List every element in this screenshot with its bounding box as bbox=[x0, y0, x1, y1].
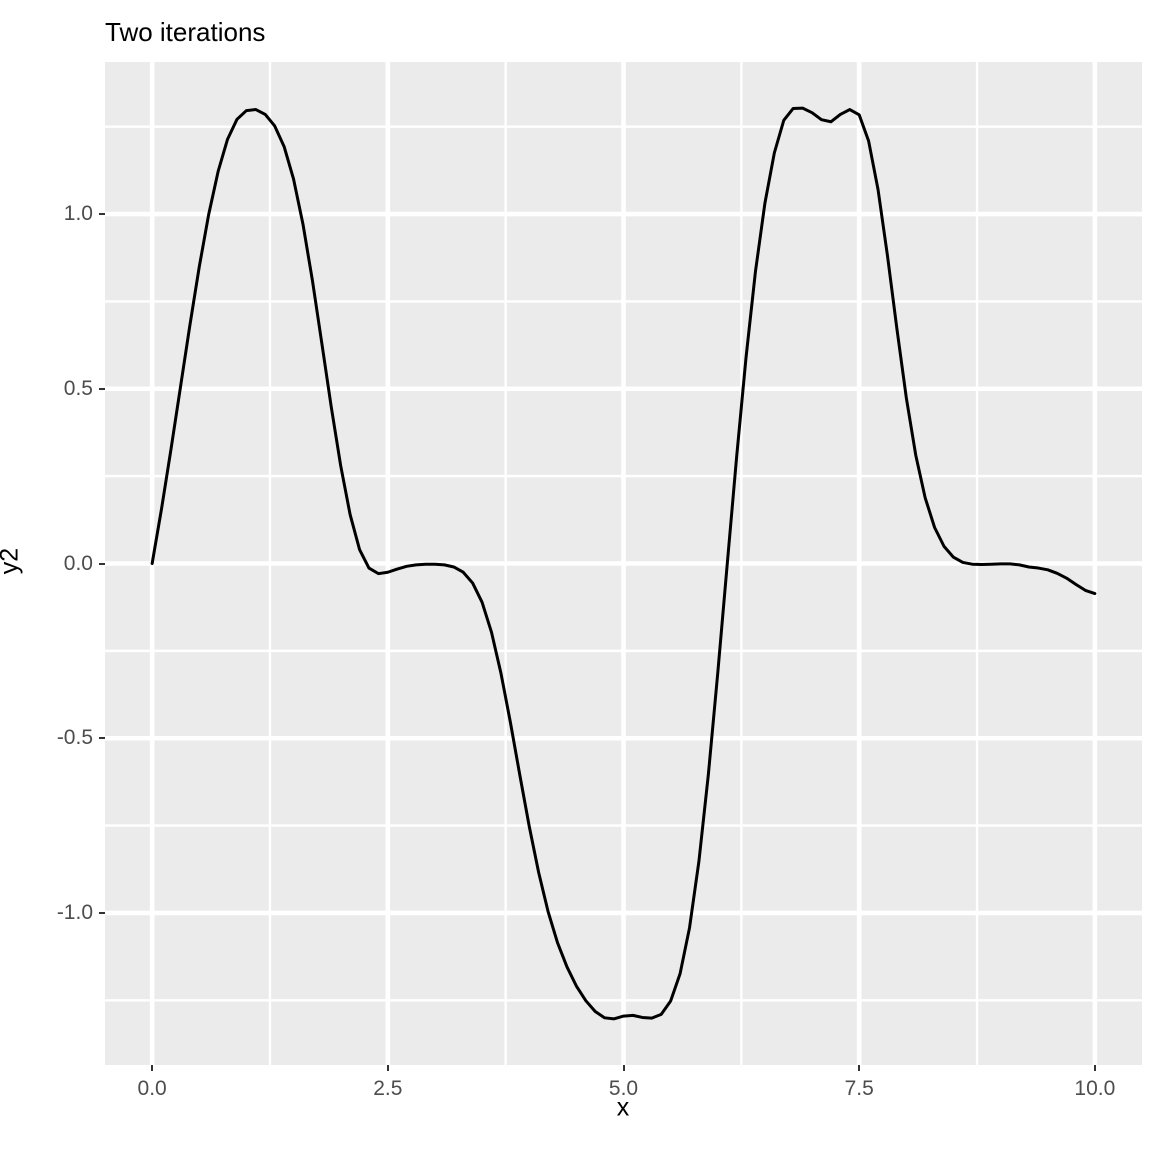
y-tick-mark bbox=[99, 562, 105, 565]
data-line-layer bbox=[150, 106, 1097, 1021]
plot-panel bbox=[105, 62, 1142, 1065]
x-tick-label: 2.5 bbox=[373, 1077, 403, 1100]
y-tick-label: 0.5 bbox=[63, 376, 93, 400]
y-tick-label: 1.0 bbox=[63, 202, 93, 226]
x-tick-label: 5.0 bbox=[608, 1077, 639, 1100]
chart-title: Two iterations bbox=[105, 17, 266, 47]
y-tick-label: 0.0 bbox=[63, 551, 93, 575]
y-tick-mark bbox=[99, 387, 105, 390]
x-tick-label: 10.0 bbox=[1074, 1077, 1116, 1100]
y-tick-mark bbox=[99, 737, 105, 740]
x-tick-label: 7.5 bbox=[844, 1077, 874, 1100]
y-tick-mark bbox=[99, 911, 105, 914]
x-tick-mark bbox=[622, 1065, 625, 1071]
y-tick-mark bbox=[99, 213, 105, 216]
x-tick-mark bbox=[1093, 1065, 1096, 1071]
x-tick-mark bbox=[858, 1065, 861, 1071]
x-tick-mark bbox=[386, 1065, 389, 1071]
x-axis-title: x bbox=[616, 1093, 630, 1122]
data-line bbox=[150, 106, 1097, 1021]
y-tick-label: -0.5 bbox=[56, 726, 93, 750]
y-tick-label: -1.0 bbox=[56, 900, 93, 924]
x-tick-mark bbox=[151, 1065, 154, 1071]
x-tick-label: 0.0 bbox=[137, 1077, 167, 1100]
